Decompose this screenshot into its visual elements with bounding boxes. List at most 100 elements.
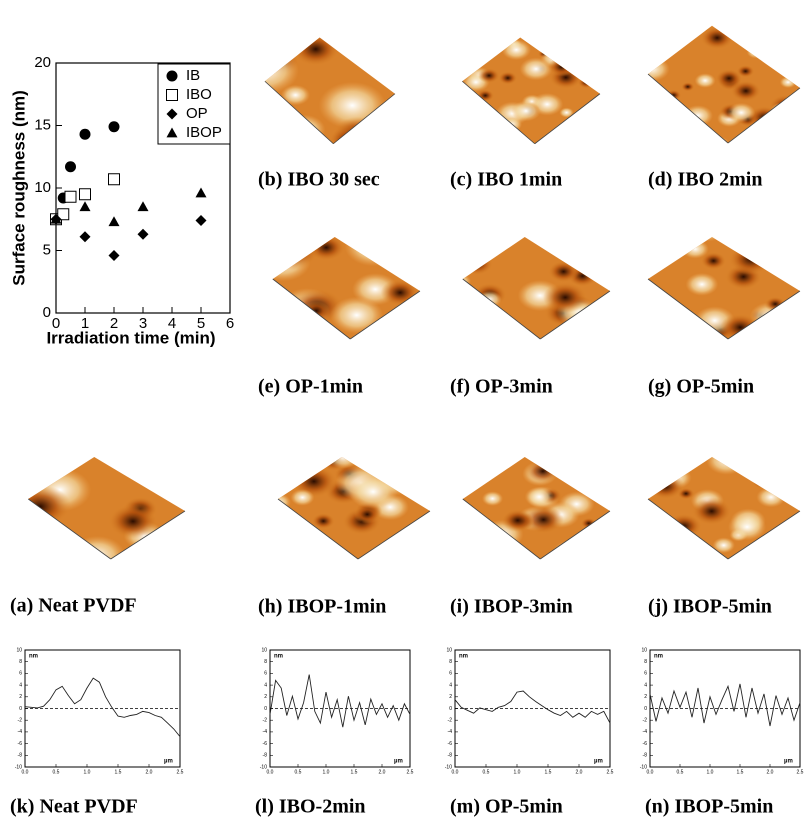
y-axis-title: nm <box>459 654 468 660</box>
afm-spot <box>695 73 716 88</box>
x-tick-label: 0.0 <box>22 769 29 775</box>
afm-spot <box>743 127 770 146</box>
x-axis-title: µm <box>594 759 603 765</box>
data-point <box>109 174 120 185</box>
afm-spot <box>728 514 766 541</box>
x-tick-label: 0.5 <box>53 769 60 775</box>
y-tick-label: 6 <box>264 671 267 677</box>
afm-spot <box>582 244 624 273</box>
afm-spot <box>581 518 597 530</box>
afm-spot <box>568 130 595 149</box>
x-tick-label: 2.5 <box>607 769 614 775</box>
afm-spot <box>328 126 370 155</box>
afm-spot <box>706 446 747 475</box>
x-tick-label: 2.0 <box>379 769 386 775</box>
afm-spot <box>440 443 482 473</box>
data-point <box>80 201 91 211</box>
afm-spot <box>381 279 420 306</box>
afm-spot <box>9 485 71 528</box>
afm-spot <box>592 47 607 58</box>
y-tick-label: -4 <box>448 729 453 735</box>
afm-spot <box>511 101 541 122</box>
afm-spot <box>349 218 376 237</box>
afm-spot <box>696 13 718 28</box>
y-tick-label: -6 <box>18 741 23 747</box>
afm-spot <box>448 273 471 289</box>
afm-spot <box>646 8 662 19</box>
afm-image <box>232 25 409 158</box>
afm-spot <box>282 115 325 145</box>
x-axis-title: µm <box>784 759 793 765</box>
afm-spot <box>765 137 788 153</box>
afm-spot <box>484 30 498 39</box>
data-point <box>109 250 120 261</box>
afm-image <box>442 216 625 349</box>
data-point <box>80 189 91 200</box>
afm-spot <box>643 36 665 52</box>
profile-line <box>270 675 410 728</box>
x-tick-label: 1.5 <box>351 769 358 775</box>
x-tick-label: 2.5 <box>797 769 804 775</box>
afm-spot <box>570 553 598 573</box>
y-tick-label: 5 <box>43 241 51 258</box>
afm-spot <box>642 219 677 244</box>
afm-image <box>627 6 808 160</box>
afm-spot <box>750 434 783 457</box>
afm-spot <box>713 537 735 553</box>
afm-spot <box>502 40 531 61</box>
afm-spot <box>764 296 786 311</box>
y-tick-label: -10 <box>640 764 647 770</box>
y-tick-label: 10 <box>261 647 267 653</box>
afm-spot <box>551 129 570 142</box>
y-tick-label: 4 <box>644 682 647 688</box>
data-point <box>138 201 149 211</box>
profile-line <box>455 691 610 723</box>
y-tick-label: 10 <box>34 179 51 196</box>
afm-image <box>9 431 185 575</box>
y-tick-label: 8 <box>19 659 22 665</box>
afm-spot <box>553 541 585 564</box>
y-tick-label: 4 <box>19 682 22 688</box>
y-tick-label: 2 <box>449 694 452 700</box>
data-point <box>65 161 76 172</box>
y-axis-title: nm <box>29 654 38 660</box>
data-point <box>65 191 76 202</box>
afm-spot <box>540 36 558 48</box>
afm-spot <box>576 544 600 561</box>
afm-spot <box>632 453 672 481</box>
y-tick-label: 6 <box>449 671 452 677</box>
afm-spot <box>376 453 424 487</box>
y-tick-label: 2 <box>264 694 267 700</box>
profile-line <box>25 678 180 737</box>
x-tick-label: 0.0 <box>647 769 654 775</box>
afm-spot <box>640 514 661 529</box>
afm-spot <box>460 227 498 253</box>
afm-spot <box>780 76 797 88</box>
afm-spot <box>159 470 185 488</box>
afm-spot <box>759 137 792 160</box>
y-tick-label: -4 <box>18 729 23 735</box>
afm-spot <box>501 509 534 532</box>
afm-spot <box>779 117 795 128</box>
afm-spot <box>664 99 680 110</box>
afm-spot <box>525 487 554 507</box>
x-tick-label: 2.5 <box>407 769 414 775</box>
y-tick-label: 15 <box>34 116 51 133</box>
afm-spot <box>460 294 478 307</box>
afm-spot <box>580 36 596 47</box>
afm-image <box>443 18 608 161</box>
afm-spot <box>563 241 598 266</box>
legend-label: IBOP <box>186 124 222 141</box>
afm-spot <box>354 505 380 523</box>
afm-spot <box>771 311 800 331</box>
y-tick-label: 8 <box>449 659 452 665</box>
afm-spot <box>566 233 609 263</box>
afm-spot <box>655 95 678 111</box>
afm-spot <box>482 434 523 463</box>
x-axis-title: µm <box>394 759 403 765</box>
y-tick-label: 2 <box>19 694 22 700</box>
afm-spot <box>345 226 403 267</box>
y-tick-label: 0 <box>264 706 267 712</box>
afm-spot <box>627 105 662 129</box>
afm-spot <box>349 475 398 509</box>
